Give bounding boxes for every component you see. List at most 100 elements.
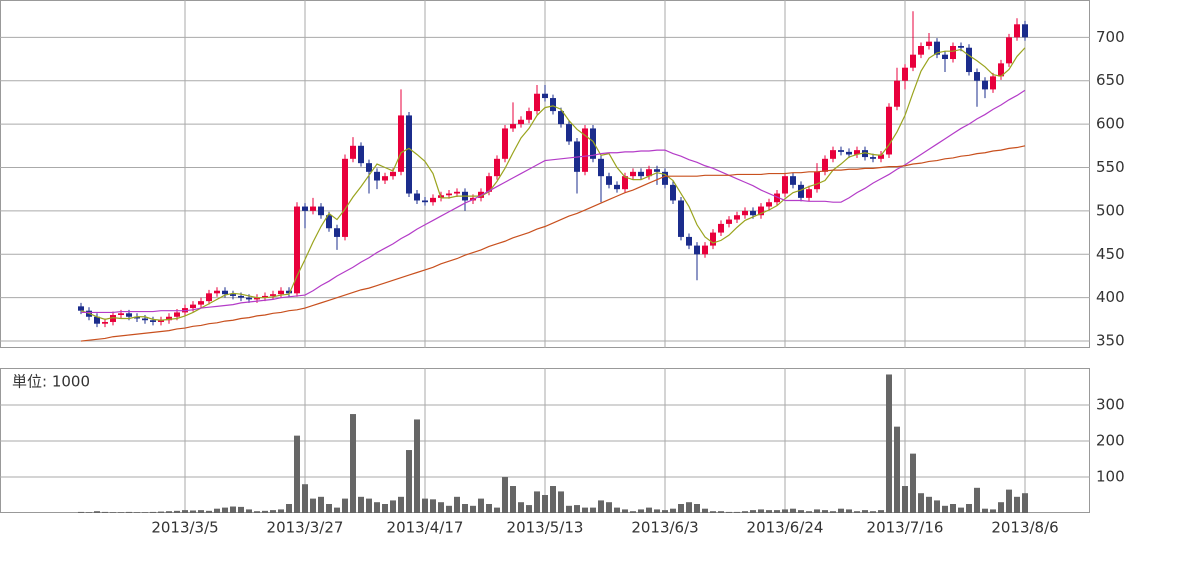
volume-bar <box>438 502 444 513</box>
y-tick-label: 600 <box>1096 115 1125 133</box>
volume-bar <box>582 507 588 513</box>
candle-body <box>598 158 604 177</box>
candle-body <box>422 200 428 203</box>
volume-bar <box>118 512 124 513</box>
candle-body <box>334 228 340 237</box>
candle-body <box>110 315 116 322</box>
candle-body <box>246 297 252 300</box>
volume-bar <box>358 496 364 513</box>
volume-bar <box>518 502 524 513</box>
volume-bar <box>454 496 460 513</box>
volume-bar <box>262 510 268 513</box>
candle-body <box>350 145 356 159</box>
x-tick-label: 2013/6/24 <box>747 519 824 537</box>
candle-body <box>166 316 172 321</box>
volume-bar <box>950 504 956 513</box>
volume-bar <box>766 510 772 513</box>
volume-bar <box>662 510 668 513</box>
volume-unit: 単位: 1000 <box>12 373 90 391</box>
candle-body <box>966 47 972 73</box>
volume-bar <box>926 496 932 513</box>
volume-bar <box>86 512 92 513</box>
x-tick-label: 2013/3/5 <box>151 519 218 537</box>
x-tick-label: 2013/8/6 <box>991 519 1058 537</box>
volume-bar <box>718 511 724 513</box>
candle-body <box>94 316 100 324</box>
y-tick-label: 350 <box>1096 332 1125 350</box>
volume-bar <box>422 498 428 513</box>
volume-bar <box>654 509 660 513</box>
x-tick-label: 2013/6/3 <box>631 519 698 537</box>
y-tick-label: 450 <box>1096 245 1125 263</box>
candle-body <box>1014 24 1020 38</box>
volume-bar <box>398 496 404 513</box>
volume-bar <box>278 509 284 513</box>
candle-body <box>382 176 388 181</box>
candle-body <box>190 304 196 309</box>
volume-bar <box>366 498 372 513</box>
candle-body <box>206 293 212 302</box>
volume-bar <box>838 508 844 513</box>
volume-bar <box>734 511 740 513</box>
candle-body <box>582 128 588 172</box>
volume-bar <box>614 507 620 513</box>
candle-body <box>838 150 844 152</box>
volume-bar <box>182 510 188 513</box>
volume-bar <box>870 511 876 513</box>
candle-body <box>702 245 708 255</box>
candle-body <box>302 206 308 211</box>
candle-body <box>902 67 908 81</box>
candle-body <box>822 158 828 172</box>
candle-body <box>342 158 348 237</box>
y-tick-label: 300 <box>1096 396 1125 414</box>
volume-bar <box>606 502 612 513</box>
candle-body <box>366 163 372 172</box>
volume-bar <box>646 507 652 513</box>
volume-bar <box>502 477 508 513</box>
volume-bar <box>790 508 796 513</box>
volume-bar <box>206 510 212 513</box>
candle-body <box>414 193 420 201</box>
x-tick-label: 2013/4/17 <box>387 519 464 537</box>
candle-body <box>150 320 156 322</box>
candle-body <box>630 171 636 177</box>
volume-bar <box>974 487 980 513</box>
volume-bar <box>1022 493 1028 513</box>
volume-bar <box>894 426 900 513</box>
volume-bar <box>982 508 988 513</box>
volume-bar <box>822 510 828 513</box>
candle-body <box>726 219 732 224</box>
candle-body <box>486 176 492 192</box>
candle-body <box>510 124 516 129</box>
candle-body <box>750 210 756 216</box>
candle-body <box>678 200 684 237</box>
candle-body <box>614 184 620 190</box>
candle-body <box>1006 37 1012 64</box>
candle-body <box>782 176 788 194</box>
volume-bar <box>374 502 380 513</box>
volume-bar <box>878 510 884 513</box>
volume-bar <box>558 491 564 513</box>
volume-bar <box>294 435 300 513</box>
volume-bar <box>566 505 572 513</box>
volume-bar <box>174 510 180 513</box>
candle-body <box>1022 24 1028 38</box>
candle-body <box>590 128 596 159</box>
volume-bar <box>798 510 804 513</box>
candle-body <box>102 321 108 324</box>
y-tick-label: 400 <box>1096 288 1125 306</box>
candle-body <box>294 206 300 294</box>
candle-body <box>398 115 404 172</box>
candle-body <box>878 154 884 159</box>
candle-body <box>926 41 932 46</box>
candle-body <box>766 202 772 207</box>
candle-body <box>158 320 164 322</box>
candle-body <box>174 312 180 317</box>
candle-body <box>142 318 148 321</box>
volume-bar <box>910 453 916 513</box>
volume-bar <box>638 509 644 513</box>
volume-bar <box>430 499 436 513</box>
volume-bar <box>678 504 684 513</box>
volume-bar <box>998 502 1004 513</box>
